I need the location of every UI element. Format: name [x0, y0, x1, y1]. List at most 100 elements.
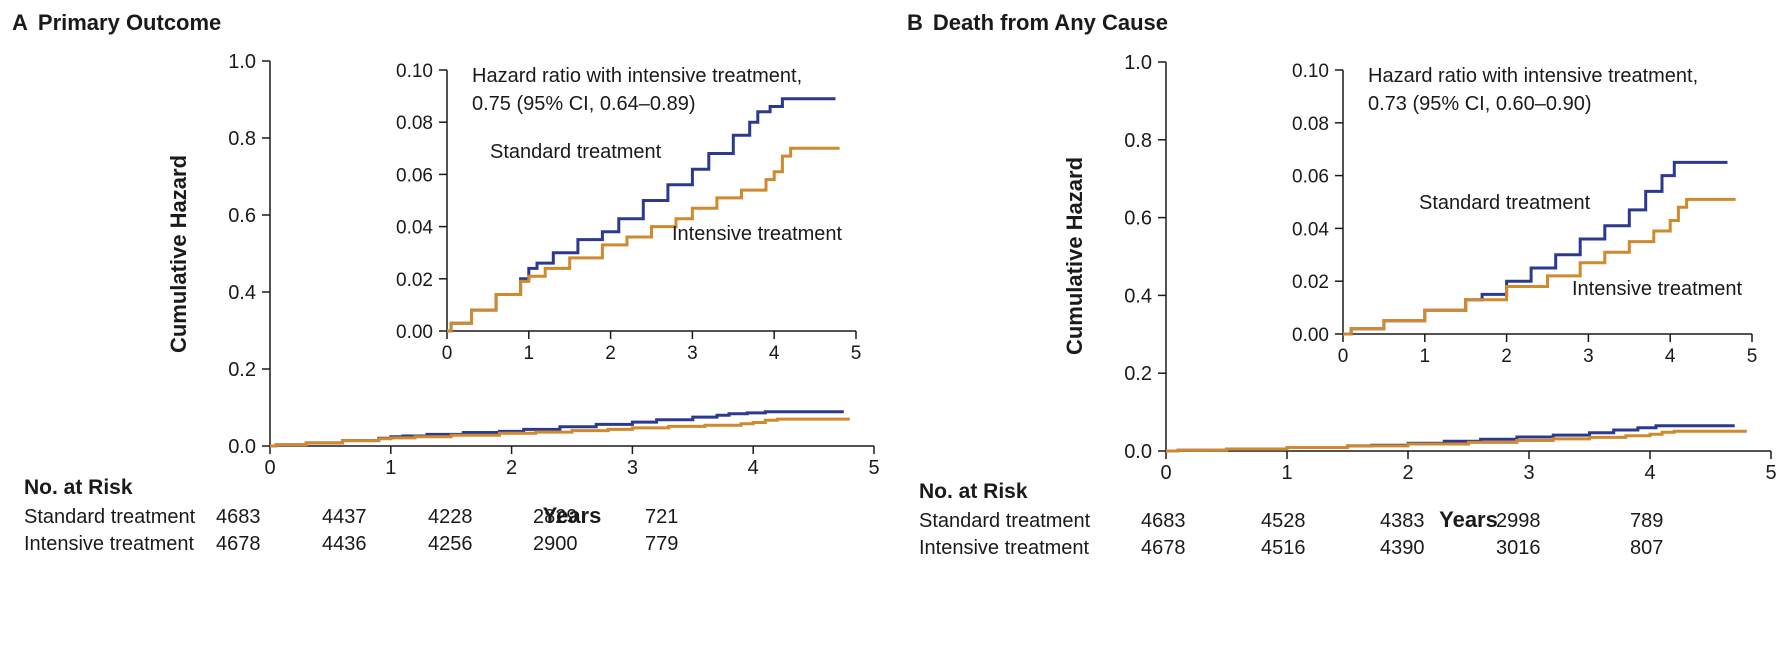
- panel-death-any-cause: B Death from Any Cause 0 1 2 3 4 5 0.0 0.2 0.4 0.6…: [895, 0, 1790, 652]
- inset-y-tick-label: 0.00: [396, 322, 433, 343]
- inset-y-tick-label: 0.08: [1292, 114, 1329, 135]
- panel-title: B Death from Any Cause: [907, 10, 1168, 36]
- risk-row-label: Standard treatment: [24, 506, 196, 528]
- main-y-tick-label: 0.0: [1124, 441, 1152, 463]
- intensive-treatment-line: [270, 417, 850, 448]
- inset-y-tick-label: 0.06: [396, 165, 433, 186]
- main-y-tick-label: 0.6: [228, 205, 256, 227]
- panel-letter: A: [12, 10, 28, 35]
- risk-row-label: Intensive treatment: [24, 533, 195, 555]
- hazard-ratio-annotation: Hazard ratio with intensive treatment,: [472, 65, 802, 87]
- inset-y-tick-label: 0.06: [1292, 167, 1329, 188]
- risk-value: 4228: [428, 506, 473, 528]
- risk-row-standard: Standard treatment 4683 4528 4383 2998 7…: [919, 510, 1663, 537]
- main-x-tick-label: 4: [1644, 462, 1655, 484]
- inset-y-tick-label: 0.02: [1292, 272, 1329, 293]
- risk-value: 789: [1630, 510, 1664, 532]
- panel-primary-outcome: A Primary Outcome 0 1 2 3 4 5 0.0 0.2 0.4 0.6 0.8 1.…: [12, 10, 880, 560]
- main-x-tick-label: 0: [1160, 462, 1171, 484]
- main-y-tick-label: 0.0: [228, 436, 256, 458]
- risk-row-intensive: Intensive treatment 4678 4436 4256 2900 …: [24, 533, 678, 560]
- main-y-tick-label: 1.0: [228, 51, 256, 73]
- risk-value: 2998: [1496, 510, 1541, 532]
- risk-value: 4528: [1261, 510, 1306, 532]
- risk-value: 4516: [1261, 537, 1306, 559]
- risk-row-intensive: Intensive treatment 4678 4516 4390 3016 …: [919, 537, 1663, 564]
- inset-standard-treatment-line: [1343, 160, 1728, 336]
- inset-x-tick-label: 3: [1583, 346, 1594, 367]
- main-x-tick-label: 1: [1281, 462, 1292, 484]
- intensive-treatment-label: Intensive treatment: [1572, 278, 1743, 300]
- inset-x-tick-label: 0: [1338, 346, 1349, 367]
- standard-treatment-label: Standard treatment: [490, 141, 662, 163]
- risk-row-label: Intensive treatment: [919, 537, 1090, 559]
- risk-table-header: No. at Risk: [24, 476, 133, 499]
- risk-table: No. at Risk Standard treatment 4683 4437…: [24, 476, 678, 560]
- inset-x-tick-label: 3: [687, 343, 698, 364]
- standard-treatment-label: Standard treatment: [1419, 192, 1591, 214]
- risk-row-label: Standard treatment: [919, 510, 1091, 532]
- inset-x-tick-label: 5: [851, 343, 862, 364]
- cumulative-hazard-chart: 0 1 2 3 4 5 0.0 0.2 0.4 0.6 0.8 1.0 Years Cumulative …: [166, 51, 880, 528]
- inset-intensive-treatment-line: [447, 146, 840, 333]
- main-y-tick-label: 0.8: [1124, 130, 1152, 152]
- inset-intensive-treatment-line: [1343, 197, 1736, 336]
- inset-x-tick-label: 5: [1747, 346, 1758, 367]
- risk-value: 4683: [216, 506, 261, 528]
- main-y-tick-label: 0.4: [228, 282, 256, 304]
- main-y-tick-label: 1.0: [1124, 52, 1152, 74]
- risk-value: 721: [645, 506, 679, 528]
- hazard-ratio-value: 0.73 (95% CI, 0.60–0.90): [1368, 93, 1591, 115]
- inset-x-tick-label: 2: [605, 343, 616, 364]
- risk-value: 2900: [533, 533, 578, 555]
- inset-y-tick-label: 0.04: [396, 218, 433, 239]
- main-y-tick-label: 0.2: [228, 359, 256, 381]
- inset-y-tick-label: 0.00: [1292, 325, 1329, 346]
- risk-value: 3016: [1496, 537, 1541, 559]
- hazard-ratio-annotation: Hazard ratio with intensive treatment,: [1368, 65, 1698, 87]
- main-x-tick-label: 4: [748, 457, 759, 479]
- inset-y-tick-label: 0.02: [396, 270, 433, 291]
- risk-value: 4683: [1141, 510, 1186, 532]
- panel-title: A Primary Outcome: [12, 10, 221, 36]
- x-axis-label: Years: [1439, 507, 1498, 532]
- risk-table-header: No. at Risk: [919, 480, 1028, 503]
- inset-x-tick-label: 4: [769, 343, 780, 364]
- cumulative-hazard-chart: 0 1 2 3 4 5 0.0 0.2 0.4 0.6 0.8 1.0 Years Cumulative …: [1062, 52, 1777, 532]
- risk-value: 4383: [1380, 510, 1425, 532]
- main-y-tick-label: 0.8: [228, 128, 256, 150]
- inset-x-tick-label: 0: [442, 343, 453, 364]
- inset-x-tick-label: 4: [1665, 346, 1676, 367]
- panel-name: Death from Any Cause: [932, 10, 1169, 35]
- panel-name: Primary Outcome: [37, 10, 222, 35]
- x-axis-label: Years: [543, 503, 602, 528]
- risk-row-standard: Standard treatment 4683 4437 4228 2829 7…: [24, 506, 678, 533]
- risk-value: 4436: [322, 533, 367, 555]
- risk-value: 4678: [216, 533, 261, 555]
- main-y-tick-label: 0.4: [1124, 285, 1152, 307]
- y-axis-label: Cumulative Hazard: [166, 155, 191, 353]
- risk-value: 2829: [533, 506, 578, 528]
- inset-standard-treatment-line: [447, 97, 836, 333]
- main-x-tick-label: 3: [1523, 462, 1534, 484]
- risk-value: 4390: [1380, 537, 1425, 559]
- inset-y-tick-label: 0.10: [396, 61, 433, 82]
- inset-y-tick-label: 0.08: [396, 113, 433, 134]
- risk-table: No. at Risk Standard treatment 4683 4528…: [919, 480, 1663, 564]
- main-x-tick-label: 5: [868, 457, 879, 479]
- main-x-tick-label: 2: [1402, 462, 1413, 484]
- main-x-tick-label: 1: [385, 457, 396, 479]
- standard-treatment-line: [1166, 424, 1735, 453]
- inset-x-tick-label: 1: [524, 343, 535, 364]
- risk-value: 807: [1630, 537, 1664, 559]
- main-y-tick-label: 0.6: [1124, 208, 1152, 230]
- risk-value: 4256: [428, 533, 473, 555]
- hazard-ratio-value: 0.75 (95% CI, 0.64–0.89): [472, 93, 695, 115]
- intensive-treatment-label: Intensive treatment: [672, 223, 843, 245]
- risk-value: 779: [645, 533, 679, 555]
- inset-x-tick-label: 2: [1501, 346, 1512, 367]
- y-axis-label: Cumulative Hazard: [1062, 157, 1087, 355]
- main-x-tick-label: 2: [506, 457, 517, 479]
- inset-y-tick-label: 0.04: [1292, 219, 1329, 240]
- main-y-tick-label: 0.2: [1124, 363, 1152, 385]
